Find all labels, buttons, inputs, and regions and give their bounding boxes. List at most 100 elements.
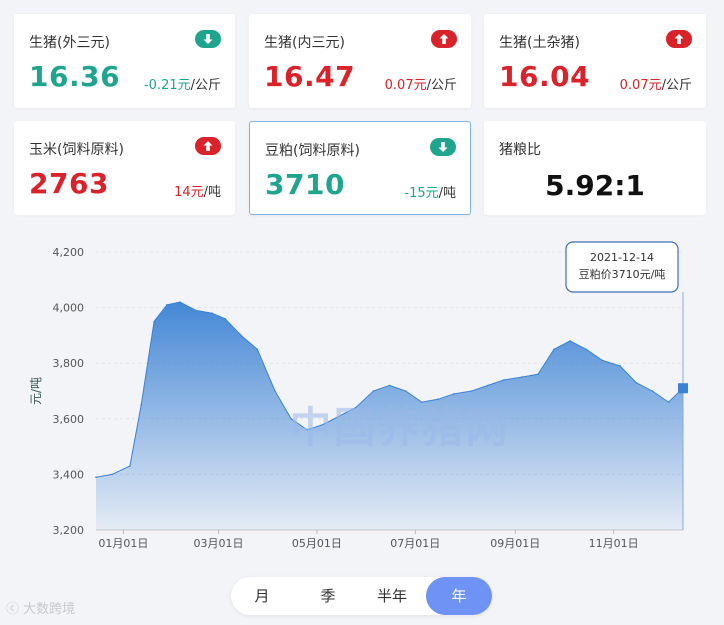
watermark: 中国养猪网 bbox=[289, 403, 509, 452]
brand-text: 大数跨境 bbox=[23, 602, 76, 617]
change-unit: /公斤 bbox=[661, 78, 692, 93]
data-point bbox=[129, 465, 131, 467]
data-point bbox=[372, 390, 375, 392]
data-point bbox=[290, 418, 292, 420]
tooltip-text: 豆粕价3710元/吨 bbox=[579, 267, 666, 281]
change-amount: -15元 bbox=[404, 186, 439, 201]
card-name: 生猪(土杂猪) bbox=[499, 35, 580, 51]
y-tick-label: 3,400 bbox=[53, 468, 85, 481]
change-amount: 0.07元 bbox=[619, 78, 662, 93]
price-card-2[interactable]: 生猪(土杂猪) 16.04 0.07元/公斤 bbox=[484, 14, 706, 108]
series-area bbox=[96, 302, 683, 530]
brand-watermark: ⓒ 大数跨境 bbox=[6, 598, 75, 617]
tab-month[interactable]: 月 bbox=[254, 587, 270, 605]
card-value: 16.04 bbox=[499, 60, 591, 93]
ratio-card[interactable]: 猪粮比 5.92:1 bbox=[484, 121, 706, 215]
series-points bbox=[95, 301, 684, 478]
ratio-name: 猪粮比 bbox=[499, 142, 541, 158]
change-amount: 0.07元 bbox=[384, 78, 427, 93]
data-point bbox=[437, 398, 439, 401]
x-tick-label: 03月01日 bbox=[194, 537, 244, 550]
price-chart[interactable]: 3,200 3,400 3,600 3,800 4,000 4,200 01月01日 03月… bbox=[0, 232, 724, 567]
price-card-1[interactable]: 生猪(内三元) 16.47 0.07元/公斤 bbox=[249, 14, 471, 108]
x-tick-label: 07月01日 bbox=[390, 537, 440, 550]
tab-quarter[interactable]: 季 bbox=[320, 587, 336, 605]
card-name: 生猪(外三元) bbox=[29, 35, 110, 51]
data-point bbox=[354, 406, 357, 409]
card-name: 豆粕(饲料原料) bbox=[265, 143, 360, 159]
card-change: 0.07元/公斤 bbox=[620, 74, 692, 93]
y-tick-label: 3,600 bbox=[53, 413, 85, 426]
data-point bbox=[166, 304, 168, 306]
arrow-down-icon bbox=[195, 30, 221, 48]
card-change: -15元/吨 bbox=[404, 182, 456, 201]
arrow-down-icon bbox=[430, 138, 456, 156]
card-name: 生猪(内三元) bbox=[264, 35, 345, 51]
data-point bbox=[211, 312, 213, 314]
data-point bbox=[153, 320, 155, 323]
card-value: 16.36 bbox=[29, 60, 121, 93]
period-tabs: 月 季 半年 年 bbox=[231, 577, 492, 615]
data-point bbox=[619, 365, 621, 367]
data-point bbox=[95, 476, 97, 478]
tooltip-date: 2021-12-14 bbox=[590, 251, 654, 264]
data-point bbox=[388, 384, 391, 387]
ratio-value: 5.92:1 bbox=[545, 169, 645, 202]
data-point bbox=[553, 348, 555, 351]
card-change: 0.07元/公斤 bbox=[385, 74, 457, 93]
data-point bbox=[338, 415, 341, 417]
card-change: 14元/吨 bbox=[174, 181, 221, 200]
data-point bbox=[667, 401, 670, 403]
change-unit: /公斤 bbox=[190, 78, 221, 93]
x-tick-label: 01月01日 bbox=[98, 537, 148, 550]
y-tick-label: 3,800 bbox=[53, 357, 85, 370]
data-point bbox=[635, 381, 638, 384]
tooltip-box bbox=[565, 241, 679, 293]
data-point bbox=[569, 340, 571, 342]
x-tick-label: 09月01日 bbox=[490, 537, 540, 550]
data-point bbox=[111, 473, 113, 476]
data-point bbox=[420, 401, 423, 403]
cursor-marker[interactable] bbox=[678, 383, 688, 394]
data-point bbox=[404, 390, 407, 392]
price-card-0[interactable]: 生猪(外三元) 16.36 -0.21元/公斤 bbox=[14, 14, 235, 108]
data-point bbox=[601, 359, 604, 362]
y-tick-label: 4,000 bbox=[53, 302, 85, 315]
card-value: 3710 bbox=[265, 168, 345, 201]
card-change: -0.21元/公斤 bbox=[144, 74, 221, 93]
data-point bbox=[470, 390, 473, 392]
change-unit: /吨 bbox=[203, 185, 221, 200]
data-point bbox=[585, 348, 588, 351]
x-axis-ticks: 01月01日 03月01日 05月01日 07月01日 09月01日 11月01日 bbox=[98, 530, 639, 550]
data-point bbox=[453, 392, 455, 395]
data-point bbox=[306, 429, 309, 431]
data-point bbox=[651, 390, 654, 392]
data-point bbox=[179, 301, 181, 303]
x-tick-label: 11月01日 bbox=[589, 537, 639, 550]
card-name: 玉米(饲料原料) bbox=[29, 142, 124, 158]
data-point bbox=[140, 404, 142, 406]
data-point bbox=[240, 334, 242, 337]
change-amount: -0.21元 bbox=[143, 78, 191, 93]
card-value: 2763 bbox=[29, 167, 109, 200]
price-card-4[interactable]: 豆粕(饲料原料) 3710 -15元/吨 bbox=[249, 121, 471, 215]
tab-year[interactable]: 年 bbox=[426, 577, 492, 615]
data-point bbox=[322, 423, 325, 426]
data-point bbox=[256, 348, 259, 351]
y-axis-ticks: 3,200 3,400 3,600 3,800 4,000 4,200 bbox=[53, 246, 85, 537]
data-point bbox=[503, 379, 505, 381]
data-point bbox=[520, 376, 523, 378]
arrow-up-icon bbox=[431, 30, 457, 48]
y-axis-label: 元/吨 bbox=[29, 377, 43, 405]
tooltip: 2021-12-14 豆粕价3710元/吨 bbox=[565, 241, 679, 293]
y-tick-label: 4,200 bbox=[53, 246, 85, 259]
data-point bbox=[537, 373, 539, 376]
change-unit: /公斤 bbox=[426, 78, 457, 93]
series-line bbox=[95, 301, 684, 478]
card-value: 16.47 bbox=[264, 60, 356, 93]
tab-half-year[interactable]: 半年 bbox=[376, 587, 407, 605]
brand-icon: ⓒ bbox=[6, 602, 24, 617]
price-card-3[interactable]: 玉米(饲料原料) 2763 14元/吨 bbox=[14, 121, 235, 215]
data-point bbox=[274, 390, 276, 392]
x-tick-label: 05月01日 bbox=[292, 537, 342, 550]
